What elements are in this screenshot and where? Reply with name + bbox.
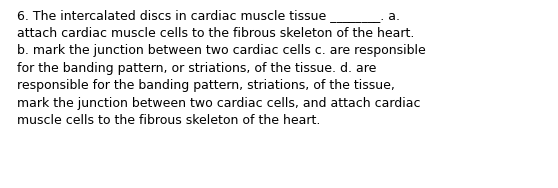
Text: 6. The intercalated discs in cardiac muscle tissue ________. a.
attach cardiac m: 6. The intercalated discs in cardiac mus…	[17, 9, 426, 127]
